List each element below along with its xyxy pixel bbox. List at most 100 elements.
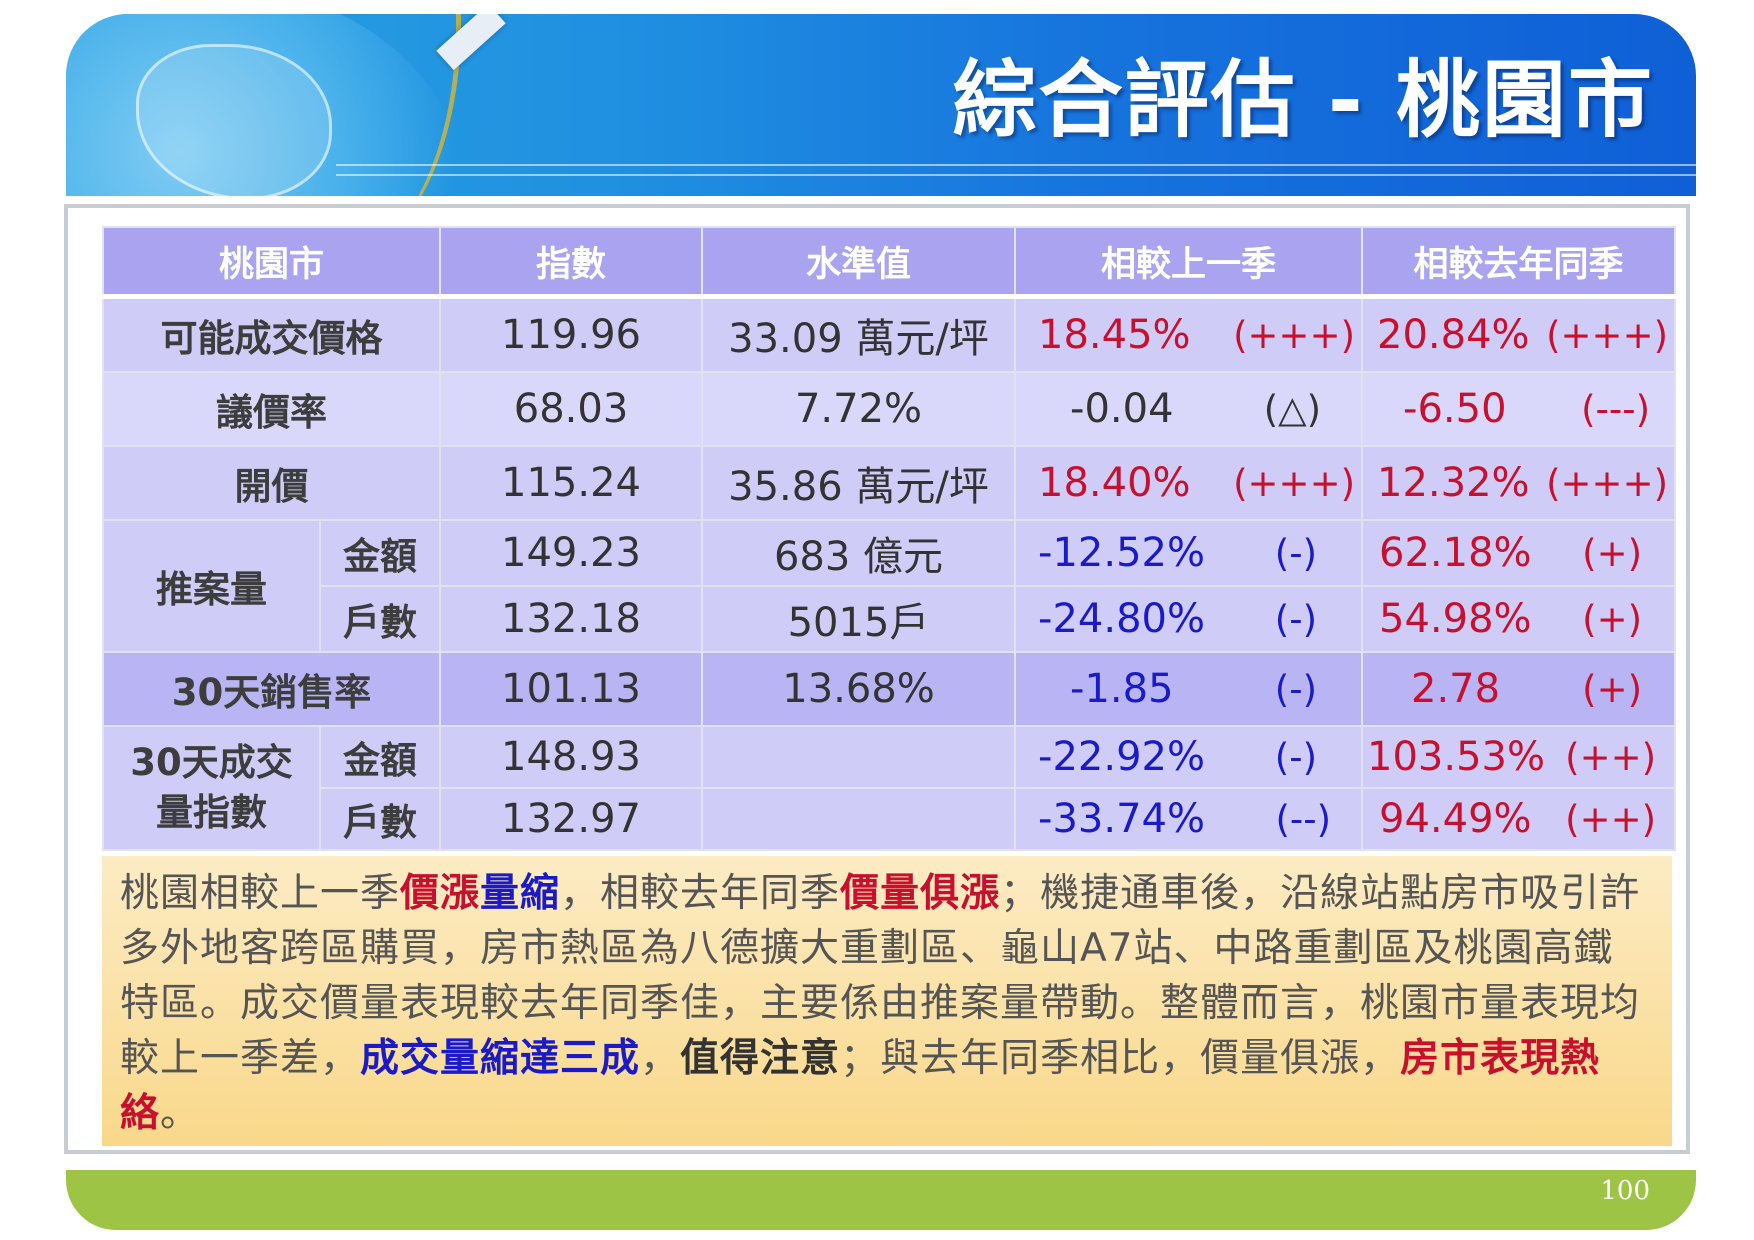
column-header: 相較去年同季	[1361, 226, 1677, 299]
column-header: 水準值	[701, 226, 1017, 299]
qoq-signal: (--)	[1275, 797, 1332, 841]
yoy-cell: 20.84% (+++)	[1361, 295, 1677, 373]
index-cell: 149.23	[439, 519, 704, 587]
yoy-cell: 54.98% (+)	[1361, 585, 1677, 653]
yoy-signal: (+)	[1582, 597, 1643, 641]
qoq-value: -22.92%	[1038, 734, 1205, 780]
qoq-cell: 18.40% (+++)	[1014, 445, 1364, 521]
level-cell: 7.72%	[701, 371, 1017, 447]
summary-box: 桃園相較上一季價漲量縮，相較去年同季價量俱漲；機捷通車後，沿線站點房市吸引許多外…	[102, 856, 1672, 1146]
row-label: 30天銷售率	[101, 651, 442, 727]
level-cell: 5015戶	[701, 585, 1017, 653]
level-cell: 13.68%	[701, 651, 1017, 727]
yoy-value: 2.78	[1411, 666, 1501, 712]
yoy-value: 54.98%	[1379, 596, 1532, 642]
qoq-value: -0.04	[1070, 386, 1174, 432]
yoy-signal: (+)	[1582, 667, 1643, 711]
summary-text: 。	[160, 1091, 201, 1136]
sub-label: 金額	[318, 725, 442, 789]
index-cell: 68.03	[439, 371, 704, 447]
table-row: 推案量 金額 149.23 683 億元 -12.52% (-) 62.18% (+…	[102, 519, 1677, 653]
group-label: 30天成交 量指數	[102, 725, 321, 851]
yoy-signal: (---)	[1581, 387, 1651, 431]
table-row: 30天銷售率 101.13 13.68% -1.85 (-) 2.78 (+)	[101, 651, 1677, 727]
header-banner	[66, 14, 1696, 196]
yoy-signal: (+++)	[1546, 461, 1669, 505]
yoy-signal: (++)	[1565, 797, 1657, 841]
group-label-line: 30天成交	[130, 741, 293, 784]
level-cell: 33.09 萬元/坪	[701, 295, 1017, 373]
index-cell: 115.24	[439, 445, 704, 521]
row-label: 可能成交價格	[101, 295, 442, 373]
page-number: 100	[1600, 1176, 1650, 1206]
row-label: 開價	[101, 445, 442, 521]
index-cell: 119.96	[439, 295, 704, 373]
divider-line	[336, 174, 1696, 176]
summary-highlight: 價量俱漲	[840, 871, 1001, 916]
yoy-value: 103.53%	[1367, 734, 1545, 780]
yoy-value: 12.32%	[1377, 460, 1530, 506]
qoq-signal: (+++)	[1233, 461, 1356, 505]
qoq-value: -1.85	[1070, 666, 1174, 712]
yoy-signal: (++)	[1565, 735, 1657, 779]
table-row: 可能成交價格 119.96 33.09 萬元/坪 18.45% (+++) 20.…	[101, 295, 1677, 373]
qoq-value: 18.40%	[1038, 460, 1191, 506]
yoy-cell: 2.78 (+)	[1361, 651, 1677, 727]
qoq-cell: -1.85 (-)	[1014, 651, 1364, 727]
group-label-line: 量指數	[156, 791, 267, 834]
table-header-row: 桃園市 指數 水準值 相較上一季 相較去年同季	[101, 226, 1677, 299]
sub-label: 戶數	[318, 585, 442, 653]
column-header: 指數	[439, 226, 704, 299]
assessment-table: 桃園市 指數 水準值 相較上一季 相較去年同季 可能成交價格 119.96 33…	[101, 226, 1677, 851]
row-label: 議價率	[101, 371, 442, 447]
yoy-value: 20.84%	[1377, 312, 1530, 358]
qoq-cell: 18.45% (+++)	[1014, 295, 1364, 373]
level-cell: 35.86 萬元/坪	[701, 445, 1017, 521]
yoy-value: -6.50	[1403, 386, 1507, 432]
group-label: 推案量	[102, 519, 321, 653]
summary-text: 桃園相較上一季	[120, 871, 401, 916]
yoy-signal: (+++)	[1546, 313, 1669, 357]
yoy-value: 62.18%	[1379, 530, 1532, 576]
column-header: 相較上一季	[1014, 226, 1364, 299]
table-row: 戶數 132.97 -33.74% (--) 94.49% (++)	[103, 787, 1677, 851]
table-row: 30天成交 量指數 金額 148.93 -22.92% (-) 103.53% (+…	[102, 725, 1677, 851]
index-cell: 132.97	[439, 787, 704, 851]
summary-highlight: 成交量縮達三成	[360, 1036, 641, 1081]
table-row: 戶數 132.18 5015戶 -24.80% (-) 54.98% (+)	[103, 585, 1677, 653]
summary-highlight: 值得注意	[680, 1036, 841, 1081]
level-cell	[701, 787, 1017, 851]
summary-text: ，	[640, 1036, 681, 1081]
yoy-cell: 12.32% (+++)	[1361, 445, 1677, 521]
yoy-cell: 94.49% (++)	[1361, 787, 1677, 851]
qoq-value: 18.45%	[1038, 312, 1191, 358]
summary-highlight: 房市表現熱絡	[120, 1036, 1601, 1136]
yoy-cell: -6.50 (---)	[1361, 371, 1677, 447]
yoy-cell: 103.53% (++)	[1361, 725, 1677, 789]
level-cell: 683 億元	[701, 519, 1017, 587]
summary-highlight: 價漲	[400, 871, 481, 916]
qoq-value: -24.80%	[1038, 596, 1205, 642]
sub-label: 金額	[318, 519, 442, 587]
summary-text: ；與去年同季相比，價量俱漲，	[840, 1036, 1401, 1081]
qoq-signal: (-)	[1274, 735, 1318, 779]
summary-highlight: 量縮	[480, 871, 561, 916]
index-cell: 101.13	[439, 651, 704, 727]
sub-label: 戶數	[318, 787, 442, 851]
orbit-arc	[226, 14, 461, 196]
index-cell: 132.18	[439, 585, 704, 653]
yoy-value: 94.49%	[1379, 796, 1532, 842]
footer-bar	[66, 1170, 1696, 1230]
qoq-signal: (-)	[1274, 667, 1318, 711]
summary-text: ，相較去年同季	[560, 871, 841, 916]
qoq-signal: (-)	[1274, 597, 1318, 641]
yoy-cell: 62.18% (+)	[1361, 519, 1677, 587]
index-cell: 148.93	[439, 725, 704, 789]
qoq-value: -12.52%	[1038, 530, 1205, 576]
qoq-cell: -12.52% (-)	[1014, 519, 1364, 587]
qoq-signal: (△)	[1263, 387, 1322, 431]
column-header: 桃園市	[101, 226, 442, 299]
qoq-cell: -33.74% (--)	[1014, 787, 1364, 851]
qoq-cell: -24.80% (-)	[1014, 585, 1364, 653]
summary-text: ；機捷通車後，沿線站點房市吸引許多外地客跨區購買，房市熱區為八德擴大重劃區、龜山…	[120, 871, 1641, 1081]
